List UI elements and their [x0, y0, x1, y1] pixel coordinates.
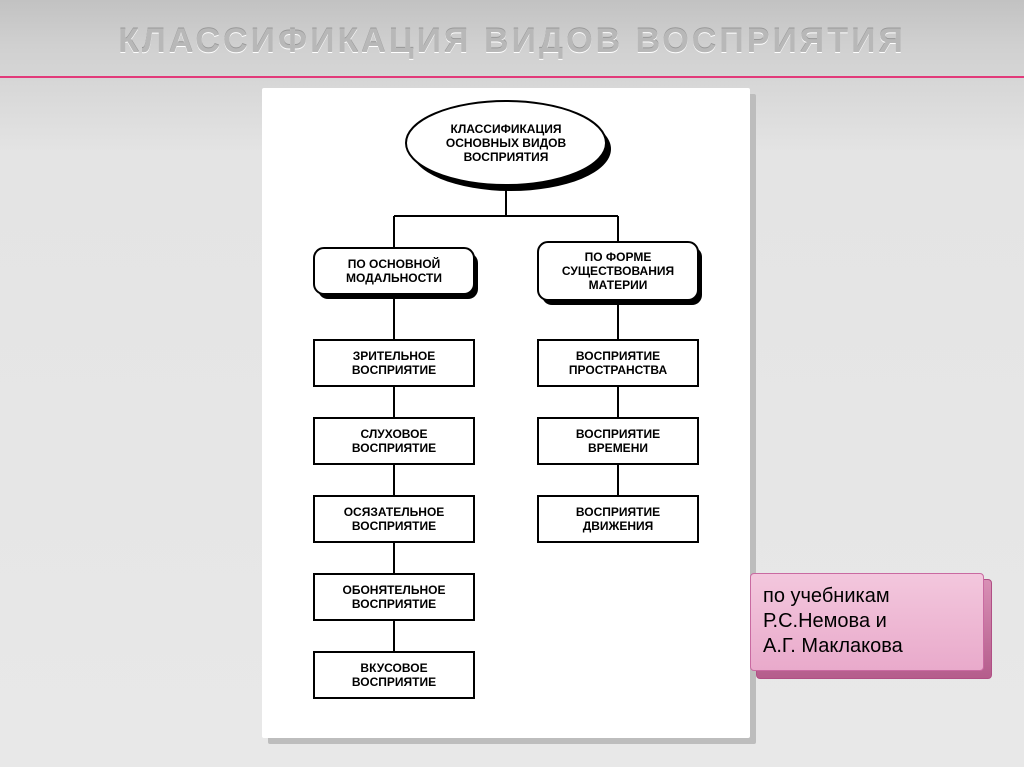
divider-line [0, 76, 1024, 78]
svg-text:ВОСПРИЯТИЕ: ВОСПРИЯТИЕ [352, 441, 436, 455]
flowchart-svg: КЛАССИФИКАЦИЯОСНОВНЫХ ВИДОВВОСПРИЯТИЯ ПО … [262, 88, 750, 738]
svg-text:КЛАССИФИКАЦИЯ: КЛАССИФИКАЦИЯ [451, 122, 562, 136]
svg-text:СЛУХОВОЕ: СЛУХОВОЕ [361, 427, 428, 441]
svg-text:МАТЕРИИ: МАТЕРИИ [589, 278, 648, 292]
svg-text:ОБОНЯТЕЛЬНОЕ: ОБОНЯТЕЛЬНОЕ [343, 583, 446, 597]
svg-text:ВОСПРИЯТИЯ: ВОСПРИЯТИЯ [464, 150, 549, 164]
svg-text:ВОСПРИЯТИЕ: ВОСПРИЯТИЕ [352, 363, 436, 377]
svg-text:ОСЯЗАТЕЛЬНОЕ: ОСЯЗАТЕЛЬНОЕ [344, 505, 445, 519]
caption-line: по учебникам [763, 585, 890, 607]
svg-text:ПРОСТРАНСТВА: ПРОСТРАНСТВА [569, 363, 668, 377]
svg-text:МОДАЛЬНОСТИ: МОДАЛЬНОСТИ [346, 271, 442, 285]
svg-text:ДВИЖЕНИЯ: ДВИЖЕНИЯ [583, 519, 654, 533]
svg-text:ОСНОВНЫХ ВИДОВ: ОСНОВНЫХ ВИДОВ [446, 136, 567, 150]
svg-text:ВОСПРИЯТИЕ: ВОСПРИЯТИЕ [576, 427, 660, 441]
caption-line: А.Г. Маклакова [763, 635, 903, 657]
svg-text:ВОСПРИЯТИЕ: ВОСПРИЯТИЕ [576, 349, 660, 363]
svg-text:ВОСПРИЯТИЕ: ВОСПРИЯТИЕ [352, 519, 436, 533]
svg-text:ЗРИТЕЛЬНОЕ: ЗРИТЕЛЬНОЕ [353, 349, 436, 363]
svg-text:ВОСПРИЯТИЕ: ВОСПРИЯТИЕ [352, 597, 436, 611]
svg-text:СУЩЕСТВОВАНИЯ: СУЩЕСТВОВАНИЯ [562, 264, 674, 278]
svg-text:ВКУСОВОЕ: ВКУСОВОЕ [360, 661, 427, 675]
svg-text:ВОСПРИЯТИЕ: ВОСПРИЯТИЕ [352, 675, 436, 689]
svg-text:ВОСПРИЯТИЕ: ВОСПРИЯТИЕ [576, 505, 660, 519]
caption-box: по учебникам Р.С.Немова и А.Г. Маклакова [750, 573, 984, 671]
svg-text:ВРЕМЕНИ: ВРЕМЕНИ [588, 441, 648, 455]
slide-title: КЛАССИФИКАЦИЯ ВИДОВ ВОСПРИЯТИЯ [60, 22, 964, 61]
diagram: КЛАССИФИКАЦИЯОСНОВНЫХ ВИДОВВОСПРИЯТИЯ ПО … [262, 88, 750, 738]
svg-text:ПО ОСНОВНОЙ: ПО ОСНОВНОЙ [348, 256, 441, 271]
slide: КЛАССИФИКАЦИЯ ВИДОВ ВОСПРИЯТИЯ КЛАССИФИК… [0, 0, 1024, 767]
svg-text:ПО ФОРМЕ: ПО ФОРМЕ [585, 250, 652, 264]
caption-line: Р.С.Немова и [763, 610, 887, 632]
